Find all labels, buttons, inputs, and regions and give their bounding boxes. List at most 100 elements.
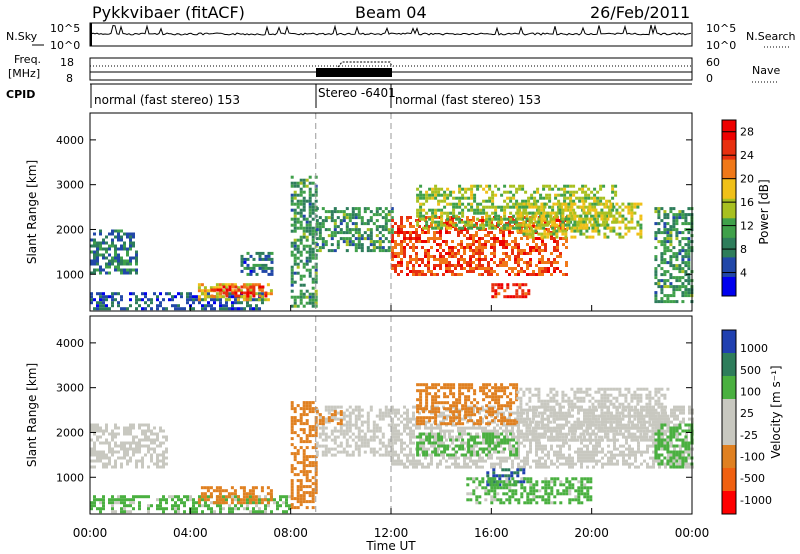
- heatmap-cell: [467, 410, 471, 414]
- heatmap-cell: [144, 292, 147, 296]
- heatmap-cell: [646, 438, 649, 442]
- heatmap-cell: [517, 255, 520, 258]
- heatmap-cell: [687, 237, 691, 241]
- heatmap-cell: [485, 199, 489, 203]
- heatmap-cell: [592, 408, 595, 412]
- heatmap-cell: [264, 257, 268, 261]
- heatmap-cell: [672, 252, 676, 256]
- heatmap-cell: [532, 225, 535, 228]
- heatmap-cell: [203, 289, 207, 293]
- heatmap-cell: [534, 202, 538, 206]
- heatmap-cell: [622, 459, 625, 463]
- heatmap-cell: [299, 470, 303, 474]
- heatmap-cell: [556, 243, 559, 246]
- heatmap-cell: [308, 455, 312, 459]
- heatmap-cell: [475, 426, 478, 430]
- heatmap-cell: [502, 258, 505, 261]
- heatmap-cell: [290, 265, 294, 269]
- heatmap-cell: [93, 268, 96, 272]
- heatmap-cell: [601, 447, 604, 451]
- heatmap-cell: [517, 243, 520, 246]
- heatmap-cell: [165, 507, 168, 511]
- heatmap-cell: [302, 214, 306, 218]
- heatmap-cell: [618, 226, 622, 230]
- heatmap-cell: [290, 199, 294, 203]
- heatmap-cell: [108, 253, 111, 257]
- heatmap-cell: [314, 298, 318, 302]
- heatmap-cell: [431, 220, 435, 224]
- heatmap-cell: [147, 438, 150, 442]
- heatmap-cell: [390, 207, 394, 211]
- heatmap-cell: [378, 447, 382, 451]
- heatmap-cell: [472, 420, 475, 424]
- heatmap-cell: [469, 246, 472, 249]
- heatmap-cell: [451, 252, 454, 255]
- heatmap-cell: [430, 453, 433, 457]
- heatmap-cell: [464, 413, 468, 417]
- heatmap-cell: [517, 246, 520, 249]
- heatmap-cell: [186, 498, 189, 502]
- heatmap-cell: [123, 247, 126, 251]
- heatmap-cell: [612, 205, 616, 209]
- heatmap-cell: [449, 220, 453, 224]
- heatmap-cell: [458, 199, 462, 203]
- heatmap-cell: [561, 211, 565, 215]
- heatmap-cell: [552, 217, 556, 221]
- heatmap-cell: [418, 240, 421, 243]
- heatmap-cell: [443, 190, 447, 194]
- freq-tick-top-left: 18: [60, 56, 74, 69]
- heatmap-cell: [431, 407, 435, 411]
- heatmap-cell: [590, 217, 594, 221]
- heatmap-cell: [558, 211, 562, 215]
- heatmap-cell: [587, 196, 591, 200]
- heatmap-cell: [439, 243, 442, 246]
- heatmap-cell: [308, 461, 312, 465]
- heatmap-cell: [487, 264, 490, 267]
- heatmap-cell: [378, 426, 382, 430]
- heatmap-cell: [475, 267, 478, 270]
- heatmap-cell: [473, 398, 477, 402]
- heatmap-cell: [547, 450, 550, 454]
- heatmap-cell: [681, 246, 685, 250]
- heatmap-cell: [204, 504, 207, 508]
- heatmap-cell: [565, 414, 568, 418]
- heatmap-cell: [676, 405, 679, 409]
- heatmap-cell: [537, 205, 541, 209]
- heatmap-cell: [412, 414, 415, 418]
- heatmap-cell: [105, 241, 108, 245]
- heatmap-cell: [485, 211, 489, 215]
- heatmap-cell: [351, 213, 355, 217]
- heatmap-cell: [252, 507, 255, 511]
- heatmap-cell: [339, 237, 343, 241]
- heatmap-cell: [482, 211, 486, 215]
- heatmap-cell: [162, 307, 165, 311]
- heatmap-cell: [428, 187, 432, 191]
- heatmap-cell: [681, 285, 685, 289]
- heatmap-cell: [469, 264, 472, 267]
- heatmap-cell: [201, 307, 204, 311]
- heatmap-cell: [412, 264, 415, 267]
- heatmap-cell: [123, 432, 126, 436]
- heatmap-cell: [544, 243, 547, 246]
- heatmap-cell: [102, 292, 105, 296]
- heatmap-cell: [218, 286, 222, 290]
- heatmap-cell: [123, 271, 126, 275]
- heatmap-cell: [305, 289, 309, 293]
- heatmap-cell: [478, 465, 481, 469]
- heatmap-cell: [400, 249, 403, 252]
- heatmap-cell: [290, 401, 294, 405]
- heatmap-cell: [357, 207, 361, 211]
- heatmap-cell: [427, 426, 430, 430]
- heatmap-cell: [369, 429, 373, 433]
- heatmap-cell: [111, 256, 114, 260]
- heatmap-cell: [525, 217, 529, 221]
- heatmap-cell: [293, 497, 297, 501]
- heatmap-cell: [443, 196, 447, 200]
- heatmap-cell: [302, 452, 306, 456]
- heatmap-cell: [215, 283, 219, 287]
- heatmap-cell: [676, 423, 679, 427]
- heatmap-cell: [299, 241, 303, 245]
- heatmap-cell: [511, 447, 514, 451]
- heatmap-cell: [633, 211, 637, 215]
